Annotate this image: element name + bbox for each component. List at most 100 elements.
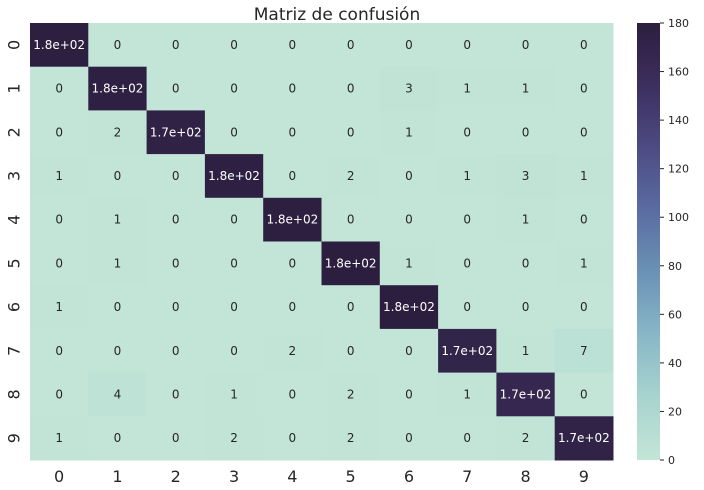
cell-label: 2 [114,125,122,139]
cell-label: 0 [114,431,122,445]
cell-label: 0 [405,38,413,52]
heatmap-cell [146,66,206,111]
cell-label: 0 [522,125,530,139]
cell-label: 1 [405,256,413,270]
heatmap-cell [496,154,556,199]
x-tick-label: 8 [520,467,530,486]
heatmap-cell [204,328,264,374]
heatmap-cell [438,416,497,461]
heatmap-cell [321,110,381,155]
heatmap-cell [263,328,322,374]
x-tick-label: 2 [171,467,181,486]
heatmap-cell [30,154,89,199]
cell-label: 2 [347,431,355,445]
cell-label: 1 [580,256,588,270]
colorbar-tick-label: 140 [668,114,689,127]
cell-label: 0 [289,125,297,139]
heatmap-cell [554,328,614,374]
heatmap-cell [263,66,322,111]
heatmap-cell [438,328,497,374]
colorbar-ticks: 0 20 40 60 80 100 120 140 160 180 [660,17,689,467]
cell-label: 0 [347,213,355,227]
cell-label: 4 [114,387,122,401]
cell-label: 0 [289,82,297,96]
cell-label: 0 [405,213,413,227]
heatmap-cell [438,241,497,286]
cell-label: 0 [230,344,238,358]
cell-label: 1.8e+02 [33,38,85,52]
heatmap-cell [554,285,614,330]
heatmap-cell [321,285,381,330]
cell-label: 0 [172,169,180,183]
cell-label: 0 [580,125,588,139]
heatmap-cell [88,372,148,417]
y-tick-label: 9 [5,433,24,443]
heatmap-cell [88,328,148,374]
cell-label: 7 [580,344,588,358]
y-tick-label: 8 [5,389,24,399]
heatmap-cell [496,416,556,461]
heatmap-cell [438,154,497,199]
colorbar-tick-label: 160 [668,66,689,79]
cell-label: 0 [172,256,180,270]
cell-label: 0 [289,431,297,445]
heatmap-cell [554,416,614,461]
cell-label: 0 [405,344,413,358]
cell-label: 0 [230,213,238,227]
cell-label: 0 [172,387,180,401]
cell-label: 0 [580,387,588,401]
heatmap-cell [146,328,206,374]
cell-label: 0 [172,344,180,358]
x-tick-label: 6 [404,467,414,486]
heatmap-cell [30,416,89,461]
cell-label: 0 [172,300,180,314]
heatmap-cell [88,154,148,199]
y-axis-ticks: 0 1 2 3 4 5 6 7 8 9 [5,40,24,443]
cell-label: 0 [230,125,238,139]
y-tick-label: 2 [5,127,24,137]
cell-label: 1 [114,213,122,227]
colorbar-tick-label: 40 [668,357,682,370]
cell-label: 0 [172,213,180,227]
cell-label: 0 [347,82,355,96]
cell-label: 1 [522,82,530,96]
cell-label: 1.8e+02 [92,82,144,96]
cell-label: 0 [114,300,122,314]
cell-label: 1.8e+02 [266,213,318,227]
heatmap-cell [263,372,322,417]
cell-label: 1 [580,169,588,183]
cell-label: 0 [580,82,588,96]
heatmap-cell [146,241,206,286]
heatmap-cells [30,23,614,461]
heatmap-cell [263,197,322,242]
heatmap-cell [146,285,206,330]
cell-label: 1.7e+02 [150,125,202,139]
colorbar-tick-label: 100 [668,211,689,224]
cell-label: 1 [522,213,530,227]
heatmap-cell [438,23,497,68]
heatmap-cell [438,110,497,155]
heatmap-cell [88,241,148,286]
y-tick-label: 4 [5,215,24,225]
cell-label: 1.8e+02 [325,256,377,270]
heatmap-cell [30,110,89,155]
y-tick-label: 1 [5,83,24,93]
cell-label: 1 [463,82,471,96]
cell-label: 0 [289,387,297,401]
heatmap-cell [321,328,381,374]
heatmap-cell [379,328,439,374]
heatmap-cell [263,154,322,199]
cell-label: 0 [172,82,180,96]
heatmap-cell [321,372,381,417]
cell-label: 0 [230,256,238,270]
heatmap-cell [88,110,148,155]
cell-label: 0 [463,300,471,314]
heatmap-cell [321,197,381,242]
heatmap-cell [379,372,439,417]
x-axis-ticks: 0 1 2 3 4 5 6 7 8 9 [54,467,589,486]
y-tick-label: 5 [5,258,24,268]
cell-label: 0 [289,169,297,183]
heatmap-cell [146,372,206,417]
heatmap-cell [496,66,556,111]
